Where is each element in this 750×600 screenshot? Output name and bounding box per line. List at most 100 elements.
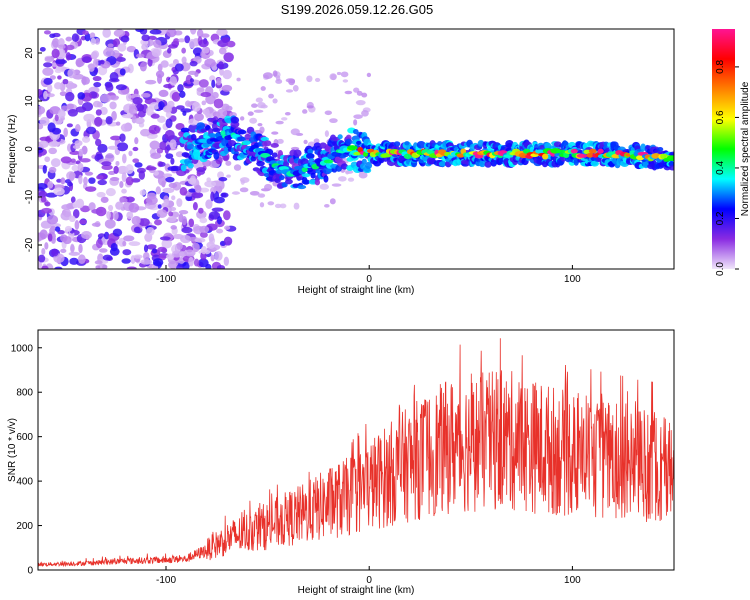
noise-blob	[196, 167, 207, 173]
noise-blob	[231, 191, 241, 195]
noise-blob	[169, 139, 177, 150]
noise-blob	[92, 100, 102, 108]
noise-blob	[145, 227, 155, 236]
noise-blob	[353, 87, 360, 93]
noise-blob	[132, 96, 143, 105]
noise-blob	[71, 164, 79, 172]
noise-blob	[49, 106, 61, 115]
noise-blob	[81, 231, 92, 240]
ridge-blob	[213, 151, 220, 160]
noise-blob	[53, 187, 65, 196]
ridge-blob	[270, 143, 279, 148]
noise-blob	[199, 225, 210, 234]
noise-blob	[135, 103, 145, 112]
noise-blob	[126, 266, 137, 269]
noise-blob	[68, 215, 76, 223]
colorbar: 0.0 0.2 0.4 0.6 0.8 Normalized spectral ampl…	[712, 29, 750, 276]
ridge-blob	[314, 179, 321, 186]
noise-blob	[128, 105, 138, 115]
noise-blob	[182, 261, 190, 269]
noise-blob	[165, 111, 172, 119]
noise-blob	[191, 242, 200, 253]
noise-blob	[82, 30, 89, 36]
noise-blob	[165, 176, 175, 183]
noise-blob	[223, 155, 229, 161]
noise-blob	[89, 32, 96, 39]
noise-blob	[361, 92, 368, 98]
noise-blob	[149, 140, 160, 150]
noise-blob	[70, 243, 75, 254]
noise-blob	[162, 105, 172, 113]
spectrogram-ylabel: Frequency (Hz)	[7, 115, 18, 184]
noise-blob	[38, 123, 44, 130]
noise-blob	[168, 211, 174, 217]
noise-blob	[72, 144, 81, 149]
noise-blob	[222, 69, 233, 80]
noise-blob	[193, 258, 200, 267]
noise-blob	[353, 119, 358, 126]
noise-blob	[259, 202, 265, 208]
noise-blob	[39, 116, 50, 126]
noise-blob	[81, 136, 91, 143]
noise-blob	[221, 192, 229, 198]
ridge-blob	[301, 173, 311, 178]
x-tick-label: -100	[156, 274, 176, 285]
ridge-core-blob	[588, 148, 597, 154]
noise-blob	[123, 235, 135, 242]
noise-blob	[204, 180, 217, 188]
noise-blob	[167, 100, 175, 108]
noise-blob	[177, 84, 184, 93]
ridge-blob	[361, 158, 367, 165]
noise-blob	[157, 175, 167, 186]
noise-blob	[205, 199, 213, 209]
noise-blob	[285, 89, 294, 93]
noise-blob	[257, 122, 263, 127]
noise-blob	[51, 48, 60, 59]
noise-blob	[150, 113, 160, 119]
ridge-blob	[186, 144, 195, 150]
noise-blob	[119, 133, 126, 142]
noise-blob	[107, 43, 114, 48]
noise-blob	[83, 113, 95, 123]
noise-blob	[189, 60, 198, 67]
noise-blob	[262, 72, 273, 79]
noise-blob	[68, 171, 75, 182]
noise-blob	[190, 29, 197, 35]
noise-blob	[44, 156, 51, 163]
noise-blob	[63, 127, 68, 138]
noise-blob	[39, 136, 52, 142]
noise-blob	[90, 37, 96, 45]
noise-blob	[181, 226, 193, 234]
noise-blob	[188, 218, 195, 228]
noise-blob	[158, 101, 165, 111]
noise-blob	[38, 190, 48, 198]
noise-blob	[175, 151, 184, 158]
noise-blob	[115, 201, 124, 210]
noise-blob	[47, 83, 53, 93]
noise-blob	[110, 243, 118, 252]
noise-blob	[279, 203, 287, 209]
noise-blob	[189, 78, 194, 83]
noise-blob	[260, 86, 266, 91]
noise-blob	[145, 106, 154, 116]
ridge-blob	[484, 160, 492, 168]
noise-blob	[85, 126, 97, 135]
ridge-core-blob	[347, 145, 358, 151]
noise-blob	[38, 183, 48, 190]
snr-series-line	[37, 338, 675, 568]
noise-blob	[281, 117, 288, 121]
noise-blob	[102, 29, 112, 38]
spectrogram-xlabel: Height of straight line (km)	[298, 285, 415, 296]
noise-blob	[217, 61, 224, 70]
noise-blob	[236, 77, 241, 82]
noise-blob	[285, 78, 296, 83]
noise-blob	[181, 56, 187, 64]
noise-blob	[109, 71, 119, 82]
noise-blob	[194, 113, 204, 122]
noise-blob	[206, 241, 216, 249]
noise-blob	[88, 63, 95, 72]
ridge-blob	[212, 127, 221, 133]
noise-blob	[88, 177, 96, 184]
noise-blob	[50, 158, 61, 168]
